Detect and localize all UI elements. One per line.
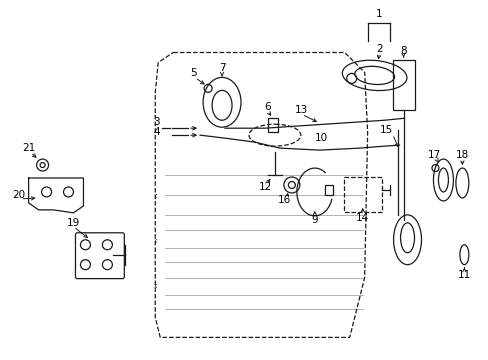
Text: 3: 3 — [153, 117, 160, 127]
Text: ᴖ: ᴖ — [154, 283, 160, 287]
Text: 5: 5 — [189, 68, 196, 78]
Bar — [324, 185, 332, 195]
Text: 10: 10 — [315, 133, 327, 143]
Text: 12: 12 — [258, 182, 271, 192]
Bar — [392, 60, 414, 110]
Text: 20: 20 — [12, 190, 25, 200]
Text: 18: 18 — [455, 150, 468, 160]
Text: 14: 14 — [355, 213, 368, 223]
Text: 2: 2 — [376, 44, 382, 54]
Text: 13: 13 — [295, 105, 308, 115]
Text: 4: 4 — [153, 127, 160, 137]
Text: 19: 19 — [67, 218, 80, 228]
Text: 8: 8 — [399, 45, 406, 55]
Text: 1: 1 — [376, 9, 382, 19]
Text: 11: 11 — [457, 270, 470, 280]
Text: 6: 6 — [264, 102, 271, 112]
Bar — [267, 118, 277, 132]
Bar — [343, 177, 381, 212]
Text: 15: 15 — [379, 125, 392, 135]
Text: ᴖ: ᴖ — [154, 238, 160, 242]
Text: 21: 21 — [22, 143, 35, 153]
Text: 17: 17 — [427, 150, 440, 160]
Text: 16: 16 — [278, 195, 291, 205]
Text: 7: 7 — [218, 63, 225, 73]
Text: ᴖ: ᴖ — [154, 193, 160, 197]
Text: 9: 9 — [311, 215, 318, 225]
